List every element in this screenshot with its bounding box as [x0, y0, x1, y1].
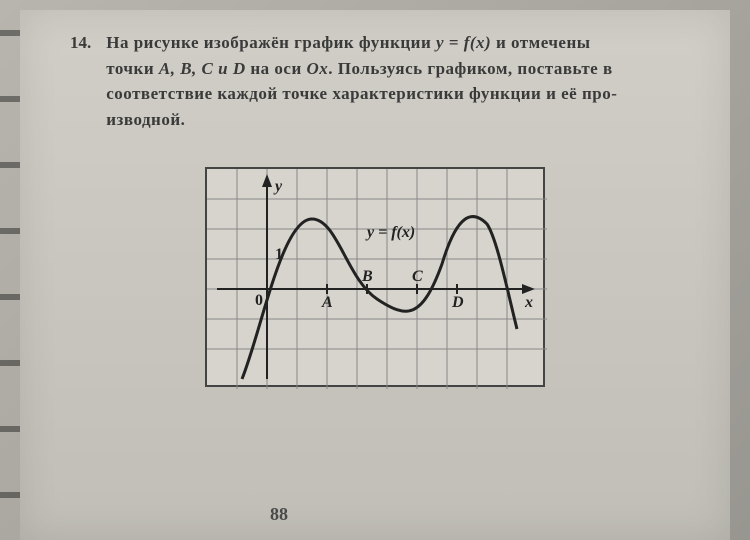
- figure-container: y x 0 1 y = f(x) A B C D: [50, 167, 700, 387]
- text-line2a: точки: [106, 59, 159, 78]
- one-label: 1: [275, 246, 283, 263]
- text-line1b: и отмечены: [491, 33, 590, 52]
- graph-figure: y x 0 1 y = f(x) A B C D: [205, 167, 545, 387]
- points-abcd: A, B, C и D: [159, 59, 246, 78]
- point-a-label: A: [321, 294, 333, 311]
- equation-yfx: y = f(x): [436, 33, 491, 52]
- point-c-label: C: [412, 268, 423, 285]
- problem-block: 14. На рисунке изображён график функции …: [70, 30, 700, 132]
- curve-label: y = f(x): [365, 224, 415, 241]
- y-axis-arrow: [262, 174, 272, 187]
- problem-text: На рисунке изображён график функции y = …: [106, 30, 617, 132]
- text-line1a: На рисунке изображён график функции: [106, 33, 436, 52]
- text-line4: изводной.: [106, 110, 185, 129]
- text-line2b: на оси: [246, 59, 307, 78]
- y-axis-label: y: [273, 178, 283, 195]
- page-number: 88: [270, 504, 288, 525]
- text-line3: соответствие каждой точке характеристики…: [106, 84, 617, 103]
- x-axis-arrow: [522, 284, 535, 294]
- axis-ox: Ox: [307, 59, 329, 78]
- problem-number: 14.: [70, 30, 91, 132]
- x-axis-label: x: [524, 294, 533, 311]
- textbook-page: 14. На рисунке изображён график функции …: [20, 10, 730, 540]
- origin-label: 0: [255, 292, 263, 309]
- point-b-label: B: [361, 268, 373, 285]
- point-d-label: D: [451, 294, 464, 311]
- text-line2c: . Пользуясь графиком, поставьте в: [328, 59, 612, 78]
- graph-svg: y x 0 1 y = f(x) A B C D: [207, 169, 547, 389]
